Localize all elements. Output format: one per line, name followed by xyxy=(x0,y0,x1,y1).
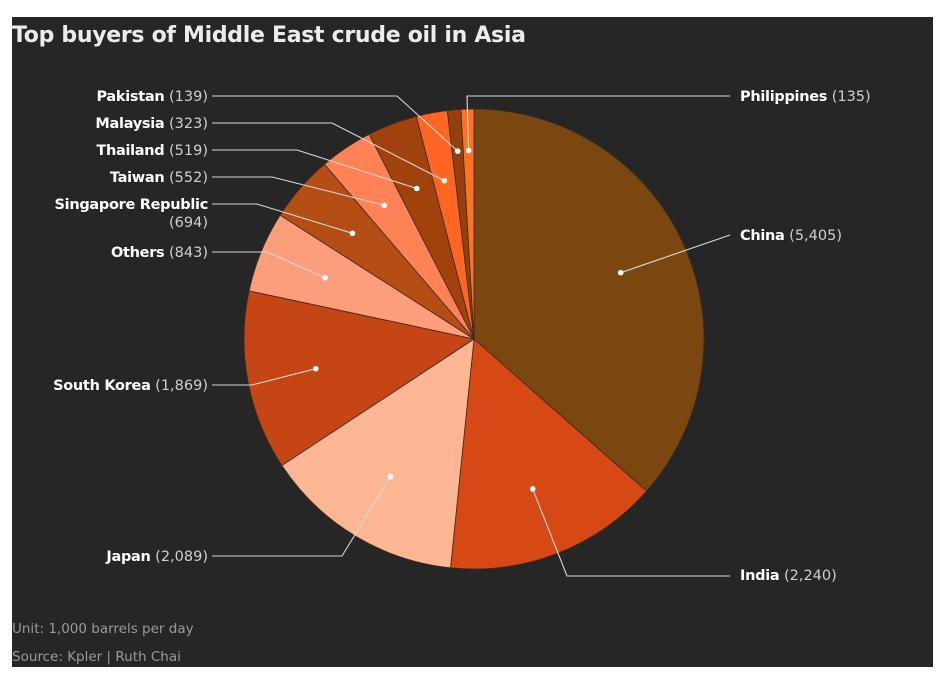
slice-name-japan: Japan xyxy=(106,549,151,565)
slice-value-japan: (2,089) xyxy=(155,549,208,565)
slice-label-china: China (5,405) xyxy=(740,227,842,245)
chart-title: Top buyers of Middle East crude oil in A… xyxy=(12,23,526,48)
slice-value-taiwan: (552) xyxy=(169,170,208,186)
slice-name-taiwan: Taiwan xyxy=(109,170,165,186)
leader-line-philippines xyxy=(466,95,730,151)
slice-value-india: (2,240) xyxy=(783,568,837,584)
slice-name-india: India xyxy=(740,568,780,584)
source-note: Source: Kpler | Ruth Chai xyxy=(12,649,181,665)
unit-note: Unit: 1,000 barrels per day xyxy=(12,621,194,637)
slice-label-pakistan: Pakistan (139) xyxy=(96,88,208,106)
slice-label-south-korea: South Korea (1,869) xyxy=(53,377,208,395)
leader-line-others xyxy=(212,251,326,279)
leader-dot-taiwan xyxy=(381,202,388,209)
slice-name-thailand: Thailand xyxy=(96,143,165,159)
slice-name-singapore: Singapore Republic xyxy=(54,197,209,213)
leader-dot-china xyxy=(617,269,624,276)
slice-label-india: India (2,240) xyxy=(740,567,837,585)
leader-dot-malaysia xyxy=(441,177,448,184)
slice-label-thailand: Thailand (519) xyxy=(96,142,208,160)
leader-dot-singapore-republic xyxy=(349,230,356,237)
slice-value-philippines: (135) xyxy=(831,89,871,105)
slice-name-malaysia: Malaysia xyxy=(95,116,165,132)
leader-line-japan xyxy=(212,476,391,557)
leader-dot-thailand xyxy=(414,185,420,192)
slice-name-south-korea: South Korea xyxy=(53,378,151,394)
leader-lines xyxy=(212,95,731,577)
slice-value-malaysia: (323) xyxy=(169,116,208,132)
slice-value-singapore: (694) xyxy=(169,215,208,231)
slice-label-malaysia: Malaysia (323) xyxy=(95,115,208,133)
slice-value-pakistan: (139) xyxy=(169,89,208,105)
leader-line-taiwan xyxy=(212,176,385,206)
leader-line-malaysia xyxy=(212,122,445,182)
slice-value-thailand: (519) xyxy=(169,143,208,159)
leader-line-thailand xyxy=(212,149,417,190)
leader-dot-india xyxy=(529,486,536,492)
slice-name-china: China xyxy=(740,228,785,244)
slice-label-singapore: Singapore Republic (694) xyxy=(55,196,209,232)
leader-line-china xyxy=(620,234,731,274)
slice-label-others: Others (843) xyxy=(111,244,208,262)
chart-panel: Top buyers of Middle East crude oil in A… xyxy=(12,17,933,667)
slice-value-south-korea: (1,869) xyxy=(155,378,208,394)
leader-dot-philippines xyxy=(465,147,472,154)
pie-slice-south-korea xyxy=(243,290,476,467)
slice-label-taiwan: Taiwan (552) xyxy=(110,169,208,187)
pie-chart xyxy=(212,95,731,577)
slice-name-philippines: Philippines xyxy=(740,89,828,105)
pie-slice-china xyxy=(473,108,705,492)
slice-name-pakistan: Pakistan xyxy=(96,89,165,105)
leader-dot-japan xyxy=(387,473,394,480)
slice-label-japan: Japan (2,089) xyxy=(106,548,208,566)
slice-value-china: (5,405) xyxy=(789,228,842,244)
leader-dot-pakistan xyxy=(454,148,461,154)
leader-line-india xyxy=(532,488,730,577)
leader-dot-others xyxy=(322,275,328,281)
slice-value-others: (843) xyxy=(169,245,208,261)
leader-dot-south-korea xyxy=(313,365,319,372)
leader-line-singapore-republic xyxy=(212,203,353,234)
pie-slices xyxy=(243,108,705,570)
slice-name-others: Others xyxy=(110,245,165,261)
leader-line-south-korea xyxy=(212,368,316,386)
slice-label-philippines: Philippines (135) xyxy=(740,88,871,106)
leader-line-pakistan xyxy=(212,95,459,152)
